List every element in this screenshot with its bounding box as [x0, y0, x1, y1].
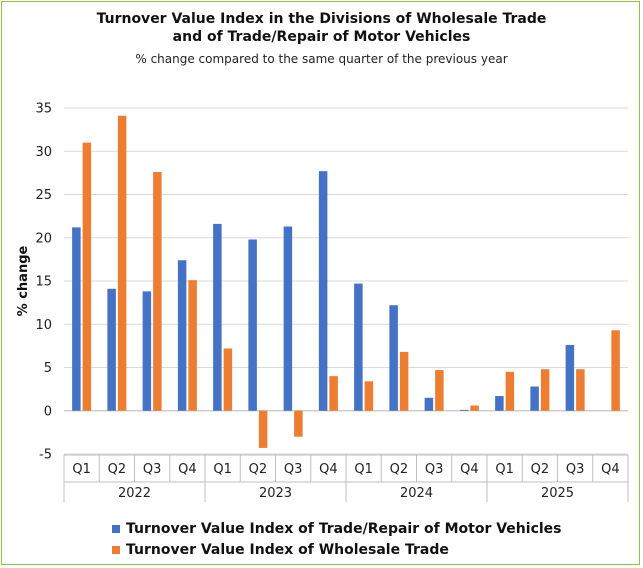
bar-wholesale [258, 410, 268, 448]
x-tick-label: Q4 [319, 462, 338, 477]
x-tick-label: Q2 [108, 462, 127, 477]
x-tick-label: Q4 [178, 462, 197, 477]
bar-motor-vehicles [177, 260, 187, 411]
bar-wholesale [470, 405, 479, 411]
year-label: 2024 [400, 486, 433, 501]
bar-wholesale [117, 115, 127, 411]
bar-motor-vehicles [530, 386, 539, 411]
x-tick-label: Q2 [531, 462, 550, 477]
year-label: 2025 [541, 486, 574, 501]
bar-wholesale [399, 351, 409, 411]
chart-title-line-1: Turnover Value Index in the Divisions of… [96, 11, 547, 27]
bar-motor-vehicles [72, 227, 81, 411]
legend: Turnover Value Index of Trade/Repair of … [112, 518, 562, 560]
x-tick-label: Q3 [566, 462, 585, 477]
bar-wholesale [294, 410, 303, 437]
x-tick-label: Q4 [601, 462, 620, 477]
legend-swatch-motor-vehicles [112, 524, 120, 533]
x-tick-label: Q1 [213, 462, 232, 477]
bar-motor-vehicles [459, 409, 469, 411]
legend-item-wholesale: Turnover Value Index of Wholesale Trade [112, 539, 562, 560]
y-axis-title: % change [16, 245, 31, 316]
bar-motor-vehicles [565, 345, 575, 411]
chart-title-line-2: and of Trade/Repair of Motor Vehicles [172, 29, 471, 45]
x-tick-label: Q2 [249, 462, 268, 477]
bar-wholesale [223, 348, 233, 411]
x-tick-label: Q3 [425, 462, 444, 477]
bar-motor-vehicles [389, 305, 398, 411]
bar-motor-vehicles [354, 283, 363, 411]
y-tick-label: 25 [35, 188, 52, 203]
bar-wholesale [153, 172, 162, 411]
chart-title: Turnover Value Index in the Divisions of… [0, 10, 643, 46]
chart-subtitle: % change compared to the same quarter of… [135, 52, 508, 66]
x-tick-label: Q1 [354, 462, 373, 477]
bar-wholesale [576, 369, 585, 411]
x-tick-label: Q3 [284, 462, 303, 477]
x-tick-label: Q3 [143, 462, 162, 477]
year-label: 2023 [259, 486, 292, 501]
bar-motor-vehicles [283, 226, 293, 411]
legend-label-wholesale: Turnover Value Index of Wholesale Trade [126, 541, 449, 558]
y-tick-label: 35 [35, 102, 52, 117]
legend-swatch-wholesale [112, 545, 120, 554]
bar-motor-vehicles [318, 171, 328, 411]
bar-wholesale [82, 142, 92, 411]
x-tick-label: Q4 [460, 462, 479, 477]
x-tick-label: Q1 [72, 462, 91, 477]
y-tick-label: 30 [35, 145, 52, 160]
y-tick-label: 20 [35, 231, 52, 246]
y-tick-label: 15 [35, 275, 52, 290]
bar-motor-vehicles [107, 288, 116, 411]
y-tick-label: 0 [44, 404, 52, 419]
bar-motor-vehicles [142, 291, 152, 411]
y-tick-label: -5 [39, 448, 52, 463]
bar-wholesale [540, 369, 550, 411]
bar-wholesale [364, 381, 374, 411]
bar-motor-vehicles [213, 223, 222, 411]
legend-label-motor-vehicles: Turnover Value Index of Trade/Repair of … [126, 520, 562, 537]
x-tick-label: Q1 [495, 462, 514, 477]
legend-item-motor-vehicles: Turnover Value Index of Trade/Repair of … [112, 518, 562, 539]
bar-wholesale [329, 376, 338, 411]
bar-wholesale [505, 371, 515, 411]
bar-wholesale [188, 280, 197, 411]
bar-motor-vehicles [424, 397, 434, 411]
bar-motor-vehicles [495, 396, 504, 411]
y-tick-label: 10 [35, 318, 52, 333]
bar-wholesale [611, 330, 620, 411]
bar-motor-vehicles [248, 239, 257, 411]
bar-wholesale [435, 370, 444, 411]
year-label: 2022 [118, 486, 151, 501]
x-tick-label: Q2 [390, 462, 409, 477]
y-tick-label: 5 [44, 361, 52, 376]
